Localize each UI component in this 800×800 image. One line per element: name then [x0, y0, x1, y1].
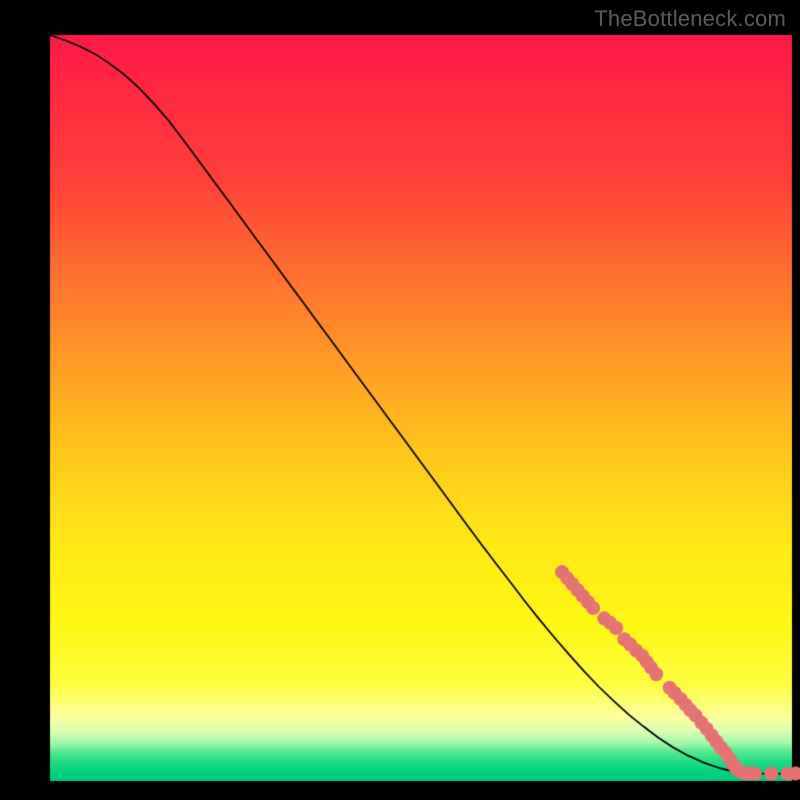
figure-container: TheBottleneck.com: [0, 0, 800, 800]
watermark-text: TheBottleneck.com: [594, 6, 786, 32]
chart-canvas: [0, 0, 800, 800]
